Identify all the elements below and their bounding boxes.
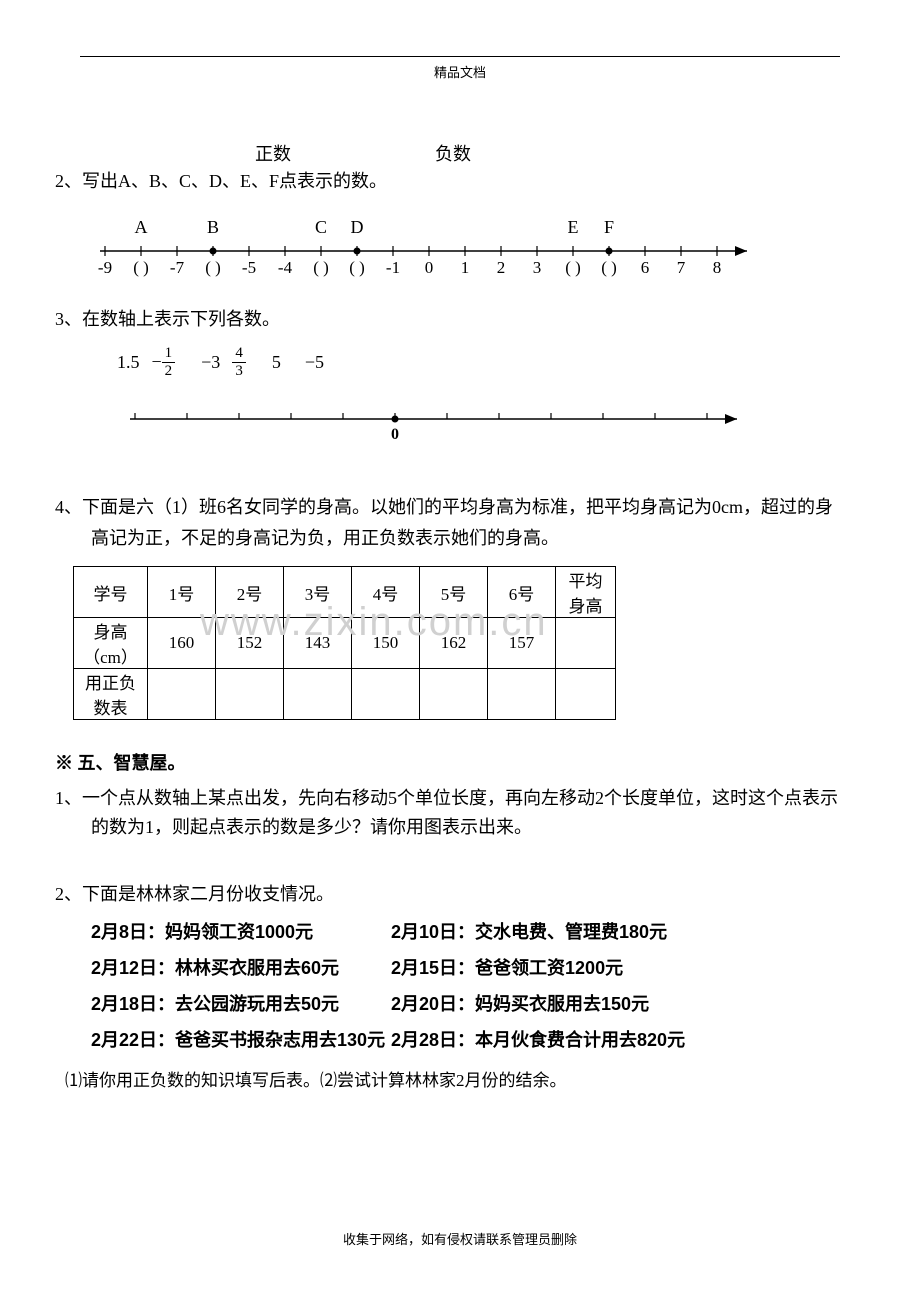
svg-text:C: C	[315, 217, 327, 237]
table-cell: 4号	[352, 567, 420, 618]
value-plain: −5	[305, 352, 324, 373]
q3-values: 1.5 −12 −3 43 5 −5	[105, 345, 865, 379]
table-cell	[556, 618, 616, 669]
event-left: 2月12日：林林买衣服用去60元	[91, 950, 391, 986]
event-left: 2月22日：爸爸买书报杂志用去130元	[91, 1022, 391, 1058]
label-positive: 正数	[255, 140, 291, 166]
label-negative: 负数	[435, 140, 471, 166]
table-cell	[352, 669, 420, 720]
event-left: 2月8日：妈妈领工资1000元	[91, 914, 391, 950]
number-line-1-svg: -9 ( ) -7 ( ) -5 -4 ( ) ( ) -1 0 1 2 3 ( ) ( ) 6 7 8 A B C D E…	[95, 209, 815, 279]
q3-text: 3、在数轴上表示下列各数。	[55, 306, 865, 333]
svg-text:( ): ( )	[205, 258, 221, 277]
svg-text:( ): ( )	[133, 258, 149, 277]
table-cell	[216, 669, 284, 720]
footer-text: 收集于网络，如有侵权请联系管理员删除	[0, 1229, 920, 1248]
q4-line1: 4、下面是六（1）班6名女同学的身高。以她们的平均身高为标准，把平均身高记为0c…	[55, 494, 865, 521]
table-cell: 1号	[148, 567, 216, 618]
event-right: 2月28日：本月伙食费合计用去820元	[391, 1030, 685, 1050]
height-table: 学号1号2号3号4号5号6号平均身高身高（cm）1601521431501621…	[73, 566, 616, 720]
pos-neg-labels: 正数 负数	[55, 140, 865, 164]
event-row: 2月22日：爸爸买书报杂志用去130元2月28日：本月伙食费合计用去820元	[91, 1022, 865, 1058]
svg-text:-5: -5	[242, 258, 256, 277]
svg-text:( ): ( )	[565, 258, 581, 277]
q5-1-line2: 的数为1，则起点表示的数是多少？请你用图表示出来。	[91, 814, 865, 841]
svg-text:B: B	[207, 217, 219, 237]
svg-text:-9: -9	[98, 258, 112, 277]
header-text: 精品文档	[0, 62, 920, 81]
q5-2-text: 2、下面是林林家二月份收支情况。	[55, 881, 865, 908]
table-cell: 162	[420, 618, 488, 669]
event-row: 2月12日：林林买衣服用去60元2月15日：爸爸领工资1200元	[91, 950, 865, 986]
table-cell	[488, 669, 556, 720]
events-list: 2月8日：妈妈领工资1000元2月10日：交水电费、管理费180元2月12日：林…	[91, 914, 865, 1058]
svg-text:1: 1	[461, 258, 470, 277]
value-plain: 5	[272, 352, 281, 373]
table-cell: 6号	[488, 567, 556, 618]
event-row: 2月18日：去公园游玩用去50元2月20日：妈妈买衣服用去150元	[91, 986, 865, 1022]
table-cell: 152	[216, 618, 284, 669]
svg-text:8: 8	[713, 258, 722, 277]
svg-text:3: 3	[533, 258, 542, 277]
table-cell: 用正负数表	[74, 669, 148, 720]
section-5: ※ 五、智慧屋。 1、一个点从数轴上某点出发，先向右移动5个单位长度，再向左移动…	[55, 750, 865, 1094]
table-row: 学号1号2号3号4号5号6号平均身高	[74, 567, 616, 618]
svg-text:0: 0	[425, 258, 434, 277]
svg-text:-7: -7	[170, 258, 185, 277]
table-cell	[420, 669, 488, 720]
number-line-2-svg: 0	[115, 399, 795, 449]
value-fraction: −12	[152, 350, 176, 370]
value-plain: −3	[201, 352, 220, 373]
table-cell: 3号	[284, 567, 352, 618]
event-right: 2月20日：妈妈买衣服用去150元	[391, 994, 649, 1014]
svg-text:7: 7	[677, 258, 686, 277]
event-right: 2月15日：爸爸领工资1200元	[391, 958, 623, 978]
event-left: 2月18日：去公园游玩用去50元	[91, 986, 391, 1022]
table-cell: 2号	[216, 567, 284, 618]
number-line-2: 0	[115, 399, 865, 454]
header-divider	[80, 56, 840, 57]
table-cell	[556, 669, 616, 720]
value-plain: 1.5	[117, 352, 140, 373]
svg-text:0: 0	[391, 426, 399, 443]
svg-text:( ): ( )	[601, 258, 617, 277]
q5-2-sub: ⑴请你用正负数的知识填写后表。⑵尝试计算林林家2月份的结余。	[65, 1068, 865, 1094]
table-cell: 平均身高	[556, 567, 616, 618]
svg-text:6: 6	[641, 258, 650, 277]
svg-text:( ): ( )	[313, 258, 329, 277]
svg-text:F: F	[604, 217, 614, 237]
table-cell: 157	[488, 618, 556, 669]
q2-text: 2、写出A、B、C、D、E、F点表示的数。	[55, 168, 865, 195]
table-cell: 学号	[74, 567, 148, 618]
number-line-1: -9 ( ) -7 ( ) -5 -4 ( ) ( ) -1 0 1 2 3 ( ) ( ) 6 7 8 A B C D E…	[95, 209, 865, 284]
table-cell	[148, 669, 216, 720]
table-cell: 150	[352, 618, 420, 669]
svg-text:-1: -1	[386, 258, 400, 277]
svg-text:-4: -4	[278, 258, 293, 277]
table-cell: 143	[284, 618, 352, 669]
table-row: 身高（cm）160152143150162157	[74, 618, 616, 669]
page-content: 正数 负数 2、写出A、B、C、D、E、F点表示的数。 -9 ( ) -7 ( ) -5…	[55, 140, 865, 1094]
svg-text:E: E	[568, 217, 579, 237]
table-cell	[284, 669, 352, 720]
svg-text:2: 2	[497, 258, 506, 277]
q5-1-line1: 1、一个点从数轴上某点出发，先向右移动5个单位长度，再向左移动2个长度单位，这时…	[55, 785, 865, 812]
table-cell: 160	[148, 618, 216, 669]
svg-text:D: D	[351, 217, 364, 237]
event-row: 2月8日：妈妈领工资1000元2月10日：交水电费、管理费180元	[91, 914, 865, 950]
value-fraction: 43	[232, 350, 246, 370]
section5-heading: ※ 五、智慧屋。	[55, 750, 865, 777]
table-cell: 5号	[420, 567, 488, 618]
svg-text:( ): ( )	[349, 258, 365, 277]
table-row: 用正负数表	[74, 669, 616, 720]
svg-text:A: A	[135, 217, 148, 237]
q4-line2: 高记为正，不足的身高记为负，用正负数表示她们的身高。	[91, 525, 865, 552]
table-cell: 身高（cm）	[74, 618, 148, 669]
event-right: 2月10日：交水电费、管理费180元	[391, 922, 667, 942]
